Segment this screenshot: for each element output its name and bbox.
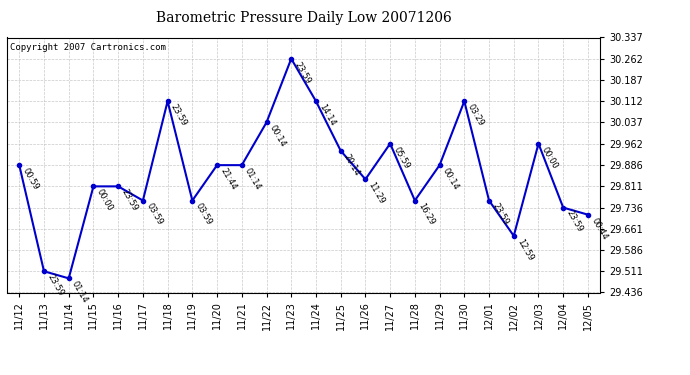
- Text: 23:59: 23:59: [119, 188, 139, 213]
- Text: 00:44: 00:44: [589, 216, 609, 241]
- Text: 00:00: 00:00: [540, 145, 560, 170]
- Text: 03:59: 03:59: [194, 202, 213, 227]
- Text: 14:14: 14:14: [317, 103, 337, 128]
- Text: 01:14: 01:14: [243, 166, 263, 192]
- Text: 23:59: 23:59: [564, 209, 584, 234]
- Text: 23:59: 23:59: [491, 202, 510, 227]
- Text: 16:29: 16:29: [416, 202, 436, 227]
- Text: 03:59: 03:59: [144, 202, 164, 227]
- Text: 01:14: 01:14: [70, 280, 90, 305]
- Text: 23:59: 23:59: [293, 60, 313, 85]
- Text: 12:59: 12:59: [515, 237, 535, 262]
- Text: 23:59: 23:59: [169, 103, 189, 128]
- Text: 00:14: 00:14: [441, 166, 461, 192]
- Text: 00:59: 00:59: [21, 166, 40, 192]
- Text: 23:59: 23:59: [46, 273, 65, 298]
- Text: 20:14: 20:14: [342, 152, 362, 177]
- Text: 00:00: 00:00: [95, 188, 115, 213]
- Text: 05:59: 05:59: [391, 145, 411, 170]
- Text: Barometric Pressure Daily Low 20071206: Barometric Pressure Daily Low 20071206: [156, 11, 451, 25]
- Text: 03:29: 03:29: [466, 103, 486, 128]
- Text: 21:44: 21:44: [219, 166, 238, 192]
- Text: 00:14: 00:14: [268, 124, 288, 149]
- Text: 11:29: 11:29: [367, 181, 386, 206]
- Text: Copyright 2007 Cartronics.com: Copyright 2007 Cartronics.com: [10, 43, 166, 52]
